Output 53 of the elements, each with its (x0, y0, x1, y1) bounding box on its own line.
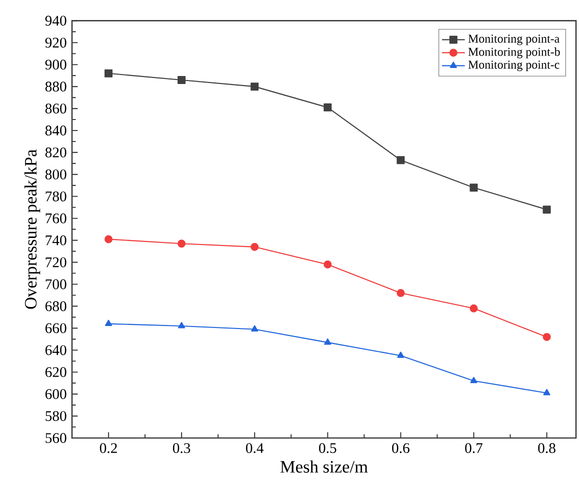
y-tick-label: 740 (46, 235, 66, 246)
x-tick-label: 0.5 (319, 443, 336, 454)
y-tick-label: 780 (46, 191, 66, 202)
y-axis-title: Overpressure peak/kPa (24, 149, 40, 309)
point (104, 235, 113, 244)
y-tick-label: 580 (46, 411, 66, 421)
point (542, 332, 551, 341)
y-tick-label: 880 (45, 82, 66, 92)
point (396, 156, 405, 164)
point (178, 322, 186, 328)
point (104, 69, 113, 78)
y-tick-label: 800 (45, 169, 66, 180)
point (470, 184, 478, 192)
y-tick-label: 860 (45, 104, 66, 114)
y-tick-label: 720 (46, 257, 66, 268)
y-tick-label: 760 (46, 213, 66, 224)
point (396, 289, 405, 298)
point (397, 352, 404, 358)
x-tick-label: 0.6 (392, 443, 410, 454)
y-tick-label: 600 (45, 389, 66, 400)
point (543, 388, 550, 396)
legend-label: Monitoring point-c (468, 60, 560, 72)
y-tick-label: 680 (45, 301, 66, 312)
point (324, 103, 332, 112)
legend-label: Monitoring point-b (468, 47, 560, 58)
x-tick-label: 0.7 (465, 443, 482, 454)
x-tick-label: 0.8 (538, 443, 556, 454)
y-tick-label: 640 (45, 345, 66, 356)
point (178, 76, 186, 84)
y-tick-label: 560 (46, 433, 66, 443)
point (324, 260, 332, 268)
x-tick-label: 0.2 (100, 443, 117, 454)
y-tick-label: 660 (45, 323, 66, 334)
point (104, 320, 112, 326)
y-tick-label: 920 (45, 38, 66, 48)
y-tick-label: 900 (45, 60, 66, 70)
point (178, 240, 186, 248)
x-axis-title: Mesh size/m (280, 460, 368, 473)
y-tick-label: 940 (45, 16, 66, 26)
point (470, 304, 478, 312)
point (251, 325, 258, 332)
y-tick-label: 700 (46, 279, 66, 290)
y-tick-label: 820 (45, 148, 66, 158)
legend-label: Monitoring point-a (468, 34, 560, 46)
point (324, 338, 332, 345)
point (470, 376, 478, 384)
x-tick-label: 0.4 (246, 443, 264, 454)
y-tick-label: 840 (45, 126, 66, 136)
point (542, 206, 551, 214)
y-tick-label: 620 (45, 367, 66, 378)
point (250, 242, 259, 251)
point (250, 82, 259, 91)
x-tick-label: 0.3 (172, 443, 190, 454)
